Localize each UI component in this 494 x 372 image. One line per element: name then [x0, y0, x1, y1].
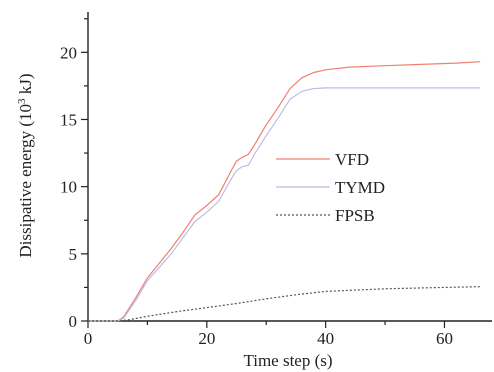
series-line-tymd	[88, 87, 481, 322]
y-ticks: 0 5 10 15 20	[60, 18, 88, 331]
legend-label-tymd: TYMD	[335, 178, 385, 197]
series-line-vfd	[88, 61, 481, 322]
x-tick-label: 60	[436, 329, 453, 348]
series-lines	[88, 61, 481, 322]
legend-label-fpsb: FPSB	[335, 206, 375, 225]
x-ticks: 0 20 40 60	[84, 321, 453, 348]
y-tick-label: 0	[69, 312, 78, 331]
y-tick-label: 20	[60, 43, 77, 62]
y-axis-label-superscript: 3	[16, 98, 28, 104]
y-tick-label: 10	[60, 178, 77, 197]
x-tick-label: 40	[317, 329, 334, 348]
x-tick-label: 0	[84, 329, 93, 348]
x-tick-label: 20	[198, 329, 215, 348]
y-axis-label-suffix: kJ)	[16, 73, 35, 98]
series-line-fpsb	[88, 286, 481, 322]
y-tick-label: 5	[69, 245, 78, 264]
y-axis-label-prefix: Dissipative energy (10	[16, 104, 35, 258]
x-axis-label: Time step (s)	[243, 351, 332, 370]
legend-label-vfd: VFD	[335, 150, 369, 169]
y-axis-label: Dissipative energy (103 kJ)	[16, 73, 35, 257]
axes	[87, 12, 492, 322]
y-tick-label: 15	[60, 110, 77, 129]
legend: VFD TYMD FPSB	[276, 150, 385, 225]
